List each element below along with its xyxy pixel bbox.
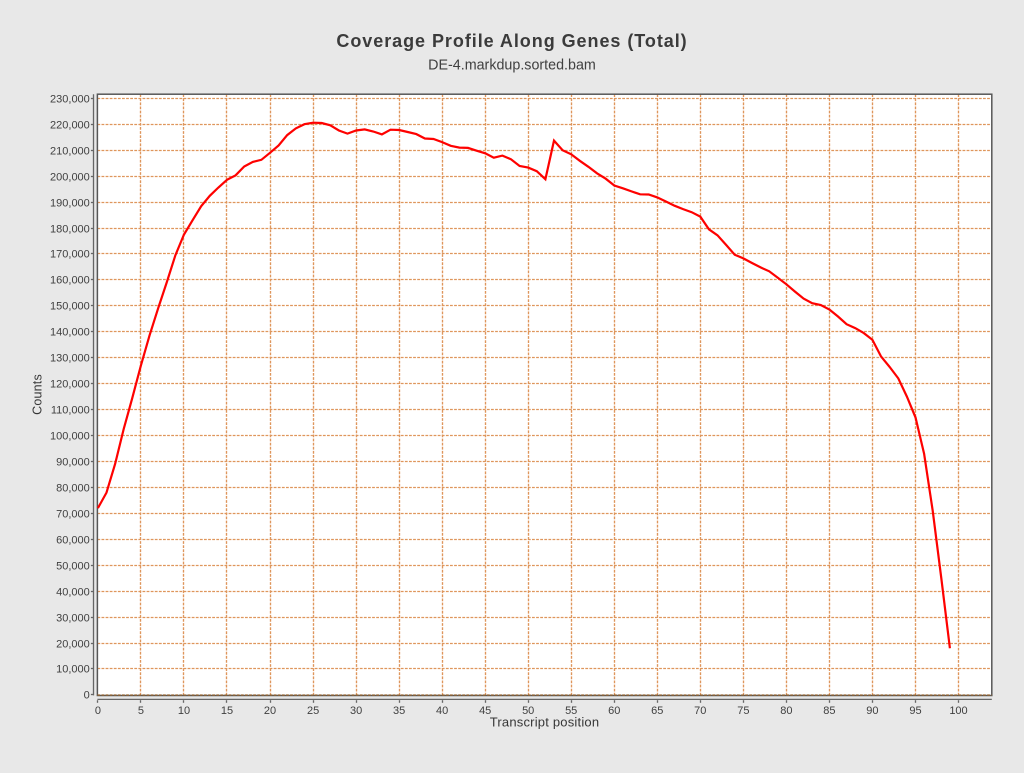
svg-text:80,000: 80,000 <box>56 482 90 494</box>
svg-text:100,000: 100,000 <box>50 430 90 442</box>
svg-text:40: 40 <box>436 705 448 717</box>
svg-text:200,000: 200,000 <box>50 171 90 183</box>
svg-text:70,000: 70,000 <box>56 508 90 520</box>
svg-text:210,000: 210,000 <box>50 145 90 157</box>
svg-text:40,000: 40,000 <box>56 586 90 598</box>
svg-text:0: 0 <box>95 705 101 717</box>
svg-text:90: 90 <box>866 705 878 717</box>
svg-text:90,000: 90,000 <box>56 456 90 468</box>
svg-text:220,000: 220,000 <box>50 119 90 131</box>
svg-text:65: 65 <box>651 705 663 717</box>
svg-text:60,000: 60,000 <box>56 534 90 546</box>
svg-text:10,000: 10,000 <box>56 663 90 675</box>
svg-text:35: 35 <box>393 705 405 717</box>
svg-text:55: 55 <box>565 705 577 717</box>
svg-text:50: 50 <box>522 705 534 717</box>
svg-text:95: 95 <box>909 705 921 717</box>
svg-text:10: 10 <box>178 705 190 717</box>
svg-text:150,000: 150,000 <box>50 300 90 312</box>
svg-text:75: 75 <box>737 705 749 717</box>
svg-text:120,000: 120,000 <box>50 378 90 390</box>
svg-text:160,000: 160,000 <box>50 274 90 286</box>
svg-text:20,000: 20,000 <box>56 638 90 650</box>
svg-text:Coverage Profile Along Genes (: Coverage Profile Along Genes (Total) <box>336 31 687 51</box>
svg-text:140,000: 140,000 <box>50 326 90 338</box>
svg-text:0: 0 <box>84 689 90 701</box>
svg-text:170,000: 170,000 <box>50 248 90 260</box>
svg-text:15: 15 <box>221 705 233 717</box>
svg-text:190,000: 190,000 <box>50 197 90 209</box>
svg-text:100: 100 <box>949 705 967 717</box>
svg-text:50,000: 50,000 <box>56 560 90 572</box>
svg-text:180,000: 180,000 <box>50 223 90 235</box>
svg-text:DE-4.markdup.sorted.bam: DE-4.markdup.sorted.bam <box>428 58 596 74</box>
svg-text:45: 45 <box>479 705 491 717</box>
svg-text:Counts: Counts <box>31 374 45 415</box>
svg-text:30,000: 30,000 <box>56 612 90 624</box>
svg-text:25: 25 <box>307 705 319 717</box>
svg-text:230,000: 230,000 <box>50 93 90 105</box>
svg-text:110,000: 110,000 <box>51 404 90 416</box>
svg-text:Transcript position: Transcript position <box>490 715 600 730</box>
svg-text:70: 70 <box>694 705 706 717</box>
svg-text:130,000: 130,000 <box>50 352 90 364</box>
svg-text:5: 5 <box>138 705 144 717</box>
svg-text:60: 60 <box>608 705 620 717</box>
svg-text:80: 80 <box>780 705 792 717</box>
svg-text:85: 85 <box>823 705 835 717</box>
svg-text:30: 30 <box>350 705 362 717</box>
svg-text:20: 20 <box>264 705 276 717</box>
